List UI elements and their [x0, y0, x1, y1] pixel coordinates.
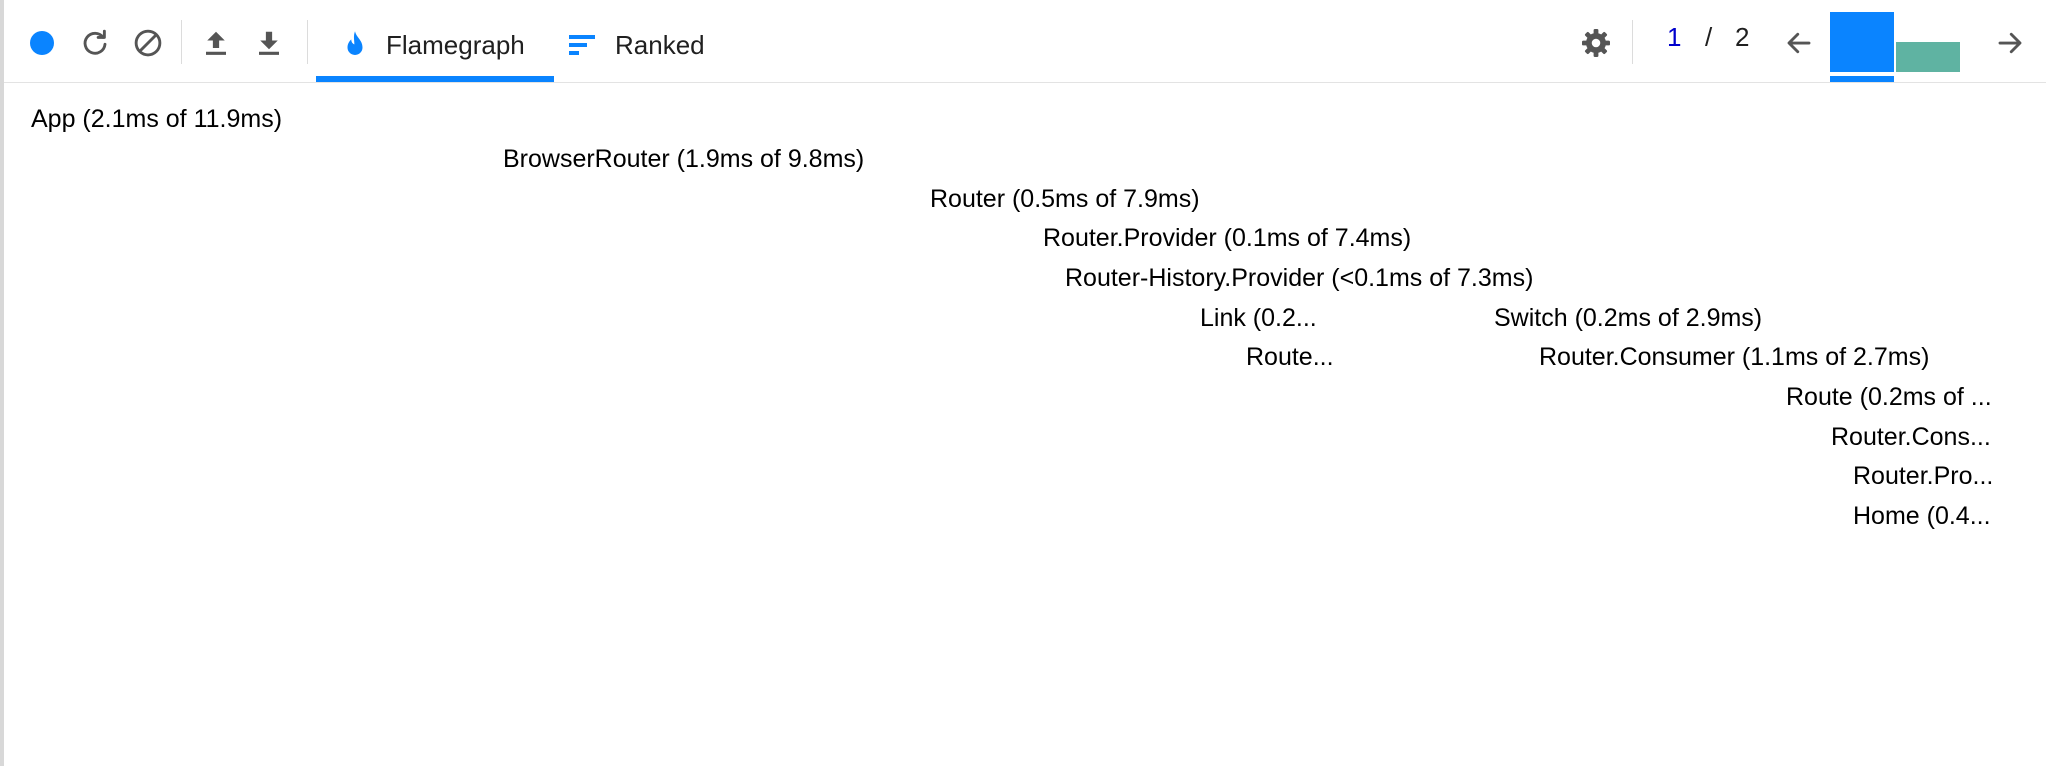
flamegraph-node[interactable] [1463, 378, 1484, 416]
tab-ranked-label: Ranked [615, 29, 705, 60]
reload-and-profile-button[interactable] [68, 16, 122, 70]
flamegraph-node-link[interactable]: Link (0.2... [1200, 304, 1317, 332]
flamegraph-node[interactable] [1306, 378, 1348, 416]
flamegraph-node-route[interactable]: Route (0.2ms of ... [1786, 383, 1992, 411]
flamegraph-node[interactable] [1980, 615, 2022, 653]
flamegraph-node[interactable] [1396, 378, 1416, 416]
flamegraph-node-app[interactable]: App (2.1ms of 11.9ms) [31, 105, 283, 133]
commit-selector [1830, 12, 1970, 82]
window-edge [0, 0, 4, 766]
settings-button[interactable] [1569, 16, 1623, 70]
commit-index: 1 [1667, 22, 1682, 52]
flamegraph-node-router-consumer[interactable]: Router.Consumer (1.1ms of 2.7ms) [1539, 343, 1930, 371]
flamegraph-node-route[interactable]: Route... [1246, 343, 1334, 371]
active-tab-indicator [316, 76, 554, 82]
commit-total: 2 [1735, 22, 1750, 52]
record-icon [30, 31, 54, 55]
tab-ranked[interactable]: Ranked [569, 8, 739, 82]
flamegraph-node-router-provider[interactable]: Router.Provider (0.1ms of 7.4ms) [1043, 224, 1412, 252]
toolbar-divider [307, 20, 308, 64]
flamegraph-node[interactable] [1958, 536, 2022, 574]
clear-icon [134, 29, 162, 57]
flamegraph-node[interactable] [1350, 299, 1416, 337]
flamegraph-node[interactable] [1440, 338, 1484, 376]
clear-profiling-data-button[interactable] [121, 16, 175, 70]
toolbar-divider [1632, 20, 1633, 64]
flamegraph-node-browser-router[interactable]: BrowserRouter (1.9ms of 9.8ms) [503, 145, 865, 173]
flamegraph-node-switch[interactable]: Switch (0.2ms of 2.9ms) [1494, 304, 1763, 332]
tab-flamegraph[interactable]: Flamegraph [316, 8, 554, 82]
toolbar-divider [181, 20, 182, 64]
load-profile-icon [206, 31, 226, 55]
profiler-toolbar: Flamegraph Ranked 1 / 2 [4, 0, 2046, 83]
next-commit-button[interactable] [1983, 16, 2037, 70]
flamegraph-node-router-provider[interactable]: Router.Pro... [1853, 462, 1994, 490]
selected-commit-indicator [1830, 76, 1894, 82]
previous-commit-button[interactable] [1772, 16, 1826, 70]
save-profile-icon [259, 31, 279, 55]
commit-bar[interactable] [1830, 12, 1894, 72]
commit-bar[interactable] [1896, 42, 1960, 72]
flamegraph-node-router[interactable]: Router (0.5ms of 7.9ms) [930, 185, 1200, 213]
flamegraph-node[interactable] [1373, 338, 1416, 376]
gear-icon [1582, 29, 1610, 57]
flamegraph-node[interactable] [1980, 576, 2022, 614]
flamegraph-node-router-consumer[interactable]: Router.Cons... [1831, 423, 1991, 451]
flamegraph-node-router-history-provider[interactable]: Router-History.Provider (<0.1ms of 7.3ms… [1065, 264, 1534, 292]
record-button[interactable] [15, 16, 69, 70]
arrow-right-icon [1998, 32, 2022, 54]
tab-flamegraph-label: Flamegraph [386, 29, 525, 60]
flamegraph-node[interactable] [1418, 299, 1484, 337]
commit-separator: / [1705, 22, 1713, 52]
ranked-icon [569, 33, 597, 57]
arrow-left-icon [1787, 32, 1811, 54]
flame-icon [342, 30, 368, 60]
flamegraph-node-home[interactable]: Home (0.4... [1853, 502, 1991, 530]
load-profile-button[interactable] [189, 16, 243, 70]
reload-and-profile-icon [83, 29, 107, 55]
save-profile-button[interactable] [242, 16, 296, 70]
